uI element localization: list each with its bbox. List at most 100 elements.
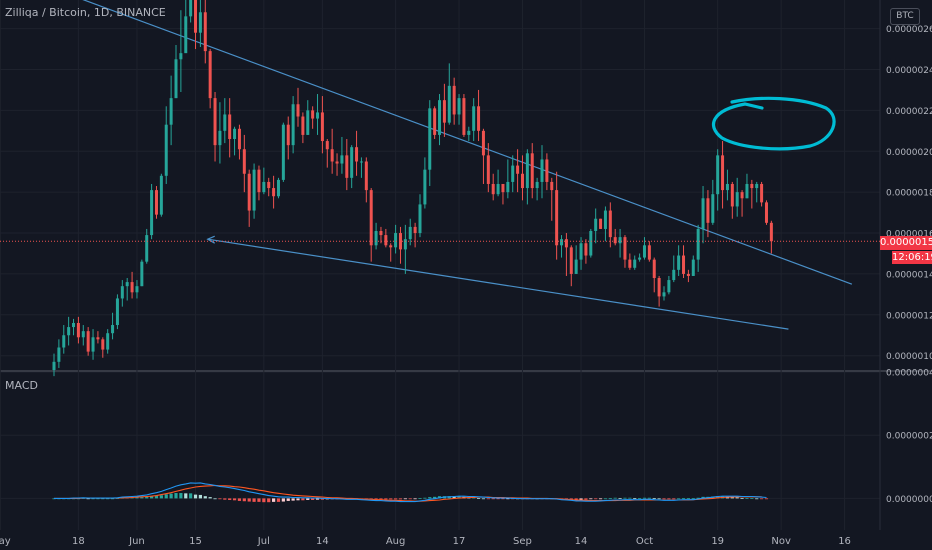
macd-histogram-bar	[252, 498, 256, 502]
candle-body	[540, 159, 544, 182]
macd-histogram-bar	[633, 498, 637, 499]
candle-body	[154, 190, 158, 215]
macd-histogram-bar	[642, 497, 647, 499]
macd-histogram-bar	[262, 498, 266, 503]
candle-body	[560, 239, 564, 246]
candle-body	[276, 179, 280, 197]
candle-body	[516, 165, 520, 174]
candle-body	[96, 337, 100, 340]
macd-histogram-bar	[150, 495, 154, 499]
candle-body	[189, 0, 193, 17]
candle-series	[52, 0, 773, 377]
candle-body	[701, 198, 705, 229]
candle-body	[384, 235, 388, 246]
macd-histogram-bar	[667, 498, 671, 500]
macd-histogram-bar	[208, 497, 212, 499]
candle-body	[545, 159, 549, 182]
candle-body	[599, 218, 603, 229]
candle-body	[501, 183, 505, 193]
macd-histogram-bar	[374, 498, 378, 500]
candle-body	[706, 198, 710, 223]
macd-histogram-bar	[403, 498, 407, 500]
macd-histogram-bar	[291, 498, 295, 501]
time-tick-label: 19	[711, 536, 724, 547]
candle-body	[345, 155, 349, 178]
candle-body	[203, 12, 207, 52]
candle-body	[111, 325, 115, 334]
last-price-tag: 0.00000156	[880, 236, 932, 250]
candle-body	[725, 183, 729, 191]
macd-histogram-bar	[242, 498, 246, 502]
candle-body	[184, 16, 188, 54]
macd-histogram-bar	[491, 498, 495, 500]
macd-histogram-bar	[272, 498, 276, 502]
macd-histogram-bar	[320, 498, 324, 500]
candle-body	[394, 233, 398, 248]
time-tick-label: Jul	[257, 536, 270, 547]
macd-histogram-bar	[418, 498, 422, 499]
candle-body	[764, 202, 768, 223]
candle-body	[682, 255, 686, 274]
macd-histogram-bar	[286, 498, 290, 501]
candle-body	[159, 175, 163, 215]
candle-body	[179, 53, 183, 60]
candle-body	[594, 218, 598, 231]
candle-body	[457, 98, 461, 115]
candle-body	[194, 0, 198, 33]
macd-histogram-bar	[594, 498, 598, 500]
macd-histogram-bar	[96, 498, 100, 500]
candle-body	[57, 347, 61, 362]
candle-body	[398, 233, 402, 250]
candle-body	[608, 210, 612, 238]
candle-body	[442, 100, 446, 123]
macd-histogram-bar	[218, 498, 222, 500]
macd-histogram-bar	[140, 497, 144, 499]
macd-histogram-bar	[569, 498, 573, 500]
macd-histogram-bar	[638, 498, 642, 499]
candle-body	[242, 149, 246, 174]
candle-body	[369, 190, 373, 246]
candle-body	[364, 161, 368, 191]
macd-histogram-bar	[452, 496, 456, 499]
macd-histogram-bar	[179, 493, 183, 499]
trendline	[207, 238, 789, 330]
chart-title: Zilliqa / Bitcoin, 1D, BINANCE	[5, 6, 166, 19]
candle-body	[198, 12, 202, 33]
candle-body	[618, 237, 622, 244]
candle-body	[589, 230, 593, 256]
candle-body	[491, 183, 495, 195]
candle-body	[647, 245, 651, 260]
macd-histogram-bar	[584, 498, 588, 500]
candle-body	[233, 128, 237, 140]
candle-body	[252, 169, 256, 211]
candle-body	[418, 204, 422, 234]
time-tick-label: 14	[575, 536, 588, 547]
candle-body	[237, 128, 241, 150]
time-tick-label: Sep	[513, 536, 532, 547]
macd-histogram-bar	[433, 496, 437, 499]
candle-body	[642, 245, 646, 258]
time-axis[interactable]: May 18 Jun 15 Jul 14 Aug 17 Sep 14 Oct 19 Nov 16	[0, 536, 851, 547]
macd-histogram-bar	[623, 497, 627, 499]
macd-histogram-bar	[276, 498, 281, 502]
candle-body	[711, 194, 715, 223]
macd-histogram-bar	[174, 493, 178, 499]
macd-histogram-bar	[154, 495, 159, 499]
candle-body	[447, 85, 451, 123]
macd-histogram-bar	[730, 497, 734, 499]
currency-badge[interactable]: BTC	[890, 8, 920, 25]
macd-histogram-bar	[198, 494, 202, 499]
candle-body	[452, 85, 456, 115]
candle-body	[286, 124, 290, 146]
candle-body	[86, 331, 90, 352]
candle-body	[272, 188, 276, 197]
candle-body	[472, 106, 476, 131]
candle-body	[379, 230, 383, 236]
macd-histogram-bar	[750, 498, 754, 499]
candle-body	[677, 255, 681, 270]
